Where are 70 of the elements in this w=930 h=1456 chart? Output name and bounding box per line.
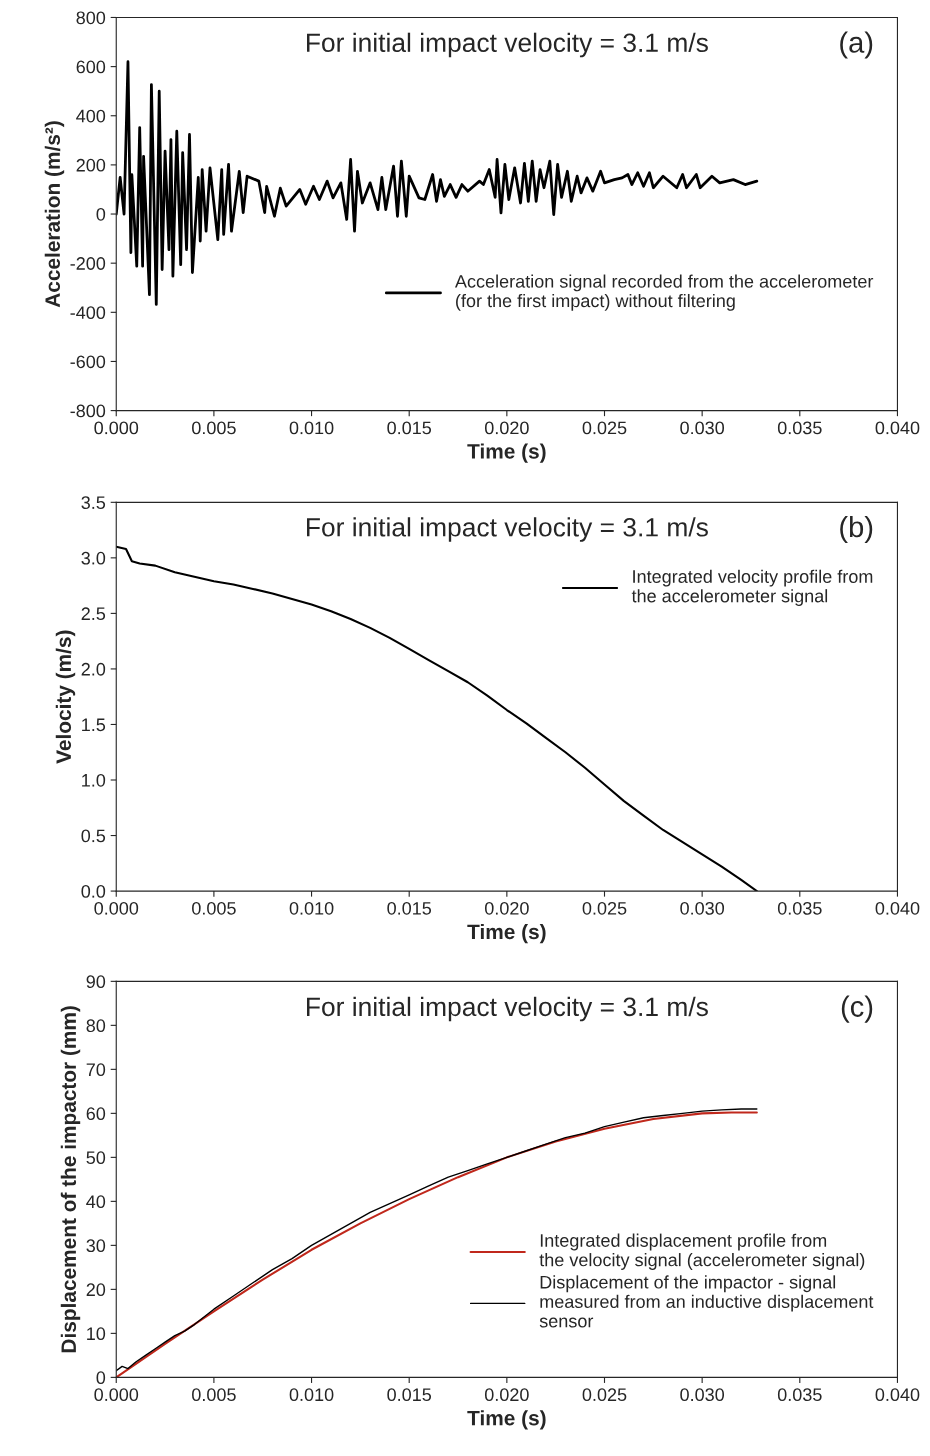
x-axis-title: Time (s): [467, 923, 546, 944]
x-tick-label: 0.025: [582, 421, 627, 435]
x-tick-label: 0.010: [289, 901, 334, 915]
x-tick-label: 0.030: [680, 1388, 725, 1402]
x-tick-label: 0.005: [192, 1388, 236, 1402]
x-tick-label: 0.005: [192, 901, 236, 915]
y-tick-label: 400: [76, 109, 106, 123]
x-tick-label: 0.015: [387, 421, 432, 435]
y-tick-label: -200: [70, 257, 106, 270]
y-tick-label: 40: [86, 1195, 106, 1209]
y-tick-label: 0: [96, 207, 106, 221]
x-tick-label: 0.025: [582, 1388, 627, 1402]
y-tick-label: 600: [76, 60, 106, 74]
x-tick-label: 0.010: [289, 1388, 334, 1402]
legend-label: Acceleration signal recorded from the accelerometer (for the first impact) without filtering: [454, 274, 874, 311]
y-axis-title: Acceleration (m/s²): [44, 121, 65, 308]
y-tick-label: 2.0: [81, 662, 106, 676]
annotation: (a): [840, 31, 873, 59]
x-tick-label: 0.040: [875, 1388, 920, 1402]
legend-label: Integrated displacement profile from the velocity signal (accelerometer signal): [539, 1233, 865, 1270]
y-tick-label: 0: [96, 1371, 106, 1385]
annotation: (b): [840, 515, 873, 544]
y-axis-title: Displacement of the impactor (mm): [60, 1006, 81, 1353]
x-tick-label: 0.020: [484, 1388, 529, 1402]
x-tick-label: 0.000: [94, 421, 139, 435]
y-tick-label: 200: [76, 158, 106, 172]
y-tick-label: 50: [86, 1151, 106, 1165]
x-tick-label: 0.035: [777, 1388, 822, 1402]
y-tick-label: 3.5: [81, 496, 106, 510]
x-tick-label: 0.015: [387, 901, 432, 915]
y-tick-label: 30: [86, 1239, 106, 1253]
y-tick-label: 20: [86, 1283, 106, 1297]
y-tick-label: -600: [70, 355, 106, 369]
y-tick-label: 0.0: [81, 885, 106, 898]
y-tick-label: 90: [86, 975, 106, 989]
x-tick-label: 0.020: [484, 421, 529, 435]
y-tick-label: 0.5: [81, 829, 106, 843]
x-tick-label: 0.005: [192, 421, 236, 435]
legend-label: Integrated velocity profile from the accelerometer signal: [631, 569, 873, 606]
x-tick-label: 0.015: [387, 1388, 432, 1402]
x-tick-label: 0.035: [777, 421, 822, 435]
x-tick-label: 0.030: [680, 421, 725, 435]
y-tick-label: 70: [86, 1063, 106, 1077]
x-tick-label: 0.020: [484, 901, 529, 915]
y-tick-label: 80: [86, 1019, 106, 1033]
y-tick-label: 10: [87, 1327, 106, 1341]
x-tick-label: 0.000: [94, 901, 139, 915]
y-axis-title: Velocity (m/s): [55, 630, 76, 764]
legend-label: Displacement of the impactor - signal measured from an inductive displacement sensor: [539, 1275, 874, 1328]
x-tick-label: 0.030: [680, 901, 725, 915]
y-tick-label: 1.5: [82, 718, 106, 732]
text: For initial impact velocity = 3.1 m/s: [307, 517, 708, 542]
y-tick-label: 800: [76, 11, 106, 25]
x-tick-label: 0.040: [875, 901, 920, 915]
annotation: (c): [841, 995, 873, 1023]
x-axis-title: Time (s): [467, 443, 546, 463]
x-tick-label: 0.035: [777, 901, 822, 915]
y-tick-label: 2.5: [81, 607, 106, 621]
x-tick-label: 0.025: [582, 901, 627, 915]
y-tick-label: -800: [70, 404, 106, 418]
y-tick-label: 3.0: [81, 551, 106, 565]
x-tick-label: 0.000: [94, 1388, 139, 1402]
y-tick-label: -400: [70, 306, 106, 320]
x-axis-title: Time (s): [467, 1410, 546, 1430]
x-tick-label: 0.040: [875, 421, 920, 435]
y-tick-label: 60: [86, 1107, 106, 1121]
x-tick-label: 0.010: [289, 421, 334, 435]
y-tick-label: 1.0: [82, 773, 106, 787]
text: For initial impact velocity = 3.1 m/s: [307, 996, 708, 1022]
text: For initial impact velocity = 3.1 m/s: [307, 32, 708, 58]
